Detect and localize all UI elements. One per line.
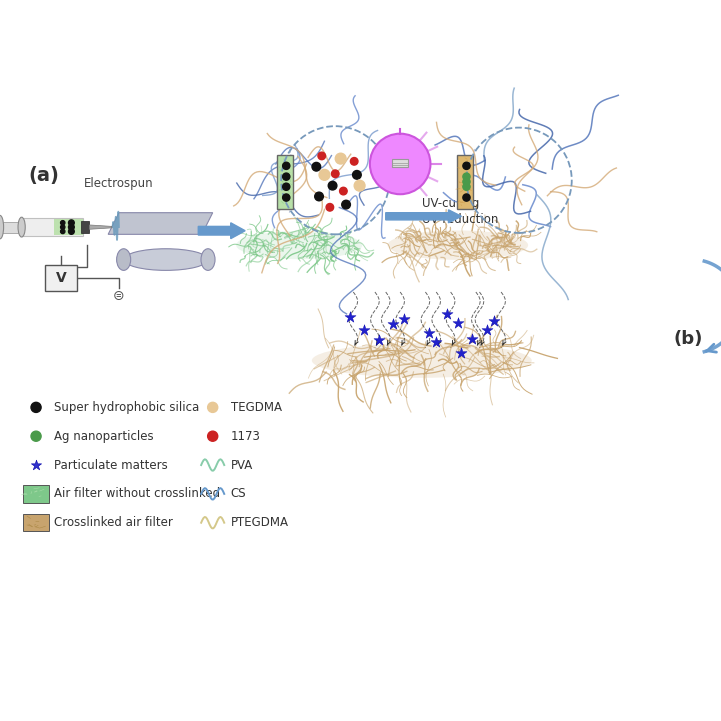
Point: [358, 324, 370, 336]
Circle shape: [340, 187, 348, 195]
Circle shape: [342, 200, 350, 209]
Circle shape: [463, 183, 470, 190]
Text: (b): (b): [674, 330, 703, 348]
Circle shape: [328, 181, 337, 190]
Circle shape: [354, 180, 365, 191]
Text: (a): (a): [29, 166, 60, 185]
Bar: [23, 485, 49, 503]
Point: [441, 308, 453, 319]
Point: [423, 327, 435, 339]
Point: [488, 315, 500, 327]
Point: [430, 337, 442, 348]
Circle shape: [208, 431, 218, 441]
Ellipse shape: [117, 249, 131, 270]
Point: [398, 313, 410, 324]
Bar: [81, 221, 89, 234]
Text: Particulate matters: Particulate matters: [54, 459, 168, 472]
Text: PTEGDMA: PTEGDMA: [231, 516, 288, 529]
Bar: [23, 514, 49, 531]
Circle shape: [61, 225, 65, 229]
Point: [30, 459, 42, 471]
Circle shape: [312, 162, 321, 171]
Text: V: V: [56, 270, 66, 285]
Circle shape: [208, 402, 218, 412]
Bar: [457, 155, 473, 209]
Ellipse shape: [236, 231, 362, 259]
Ellipse shape: [387, 231, 528, 260]
Text: PVA: PVA: [231, 459, 253, 472]
FancyBboxPatch shape: [45, 265, 77, 291]
Circle shape: [283, 162, 290, 169]
Bar: [277, 155, 293, 209]
Circle shape: [370, 133, 430, 194]
Bar: [0, 221, 22, 232]
Circle shape: [332, 170, 339, 177]
Point: [373, 335, 384, 346]
Text: Ag nanoparticles: Ag nanoparticles: [54, 430, 154, 443]
Circle shape: [463, 173, 470, 180]
Circle shape: [319, 169, 330, 180]
Circle shape: [31, 431, 41, 441]
Circle shape: [326, 203, 334, 211]
Circle shape: [283, 173, 290, 180]
Text: Crosslinked air filter: Crosslinked air filter: [54, 516, 173, 529]
Polygon shape: [89, 225, 112, 229]
Polygon shape: [108, 213, 213, 234]
Point: [387, 319, 399, 330]
Circle shape: [68, 220, 74, 226]
Text: UV reduction: UV reduction: [422, 213, 498, 226]
Point: [344, 311, 355, 323]
Bar: [54, 218, 83, 235]
Circle shape: [350, 158, 358, 165]
Point: [466, 333, 478, 345]
Text: CS: CS: [231, 487, 247, 500]
Ellipse shape: [124, 249, 208, 270]
Text: Electrospun: Electrospun: [84, 177, 154, 190]
Circle shape: [283, 183, 290, 190]
Circle shape: [61, 221, 65, 225]
Circle shape: [335, 153, 346, 164]
Circle shape: [353, 171, 361, 180]
FancyArrow shape: [386, 210, 461, 223]
Point: [452, 317, 464, 329]
Text: Air filter without crosslinked: Air filter without crosslinked: [54, 487, 220, 500]
Circle shape: [463, 194, 470, 201]
Circle shape: [463, 162, 470, 169]
Circle shape: [463, 178, 470, 185]
Text: Super hydrophobic silica: Super hydrophobic silica: [54, 401, 199, 414]
Ellipse shape: [311, 343, 531, 378]
Text: 1173: 1173: [231, 430, 260, 443]
Point: [481, 324, 492, 336]
Circle shape: [283, 194, 290, 201]
Text: TEGDMA: TEGDMA: [231, 401, 282, 414]
Circle shape: [68, 224, 74, 230]
Point: [456, 348, 467, 359]
Circle shape: [61, 229, 65, 234]
FancyArrow shape: [198, 223, 245, 239]
Bar: [22, 218, 83, 236]
Circle shape: [314, 192, 324, 200]
Bar: [392, 159, 409, 167]
Text: UV-curing: UV-curing: [422, 197, 479, 210]
Ellipse shape: [201, 249, 215, 270]
Circle shape: [31, 402, 41, 412]
Ellipse shape: [0, 216, 4, 239]
Ellipse shape: [18, 217, 25, 237]
Text: ⊜: ⊜: [113, 288, 125, 303]
Circle shape: [68, 229, 74, 234]
Circle shape: [318, 152, 326, 160]
